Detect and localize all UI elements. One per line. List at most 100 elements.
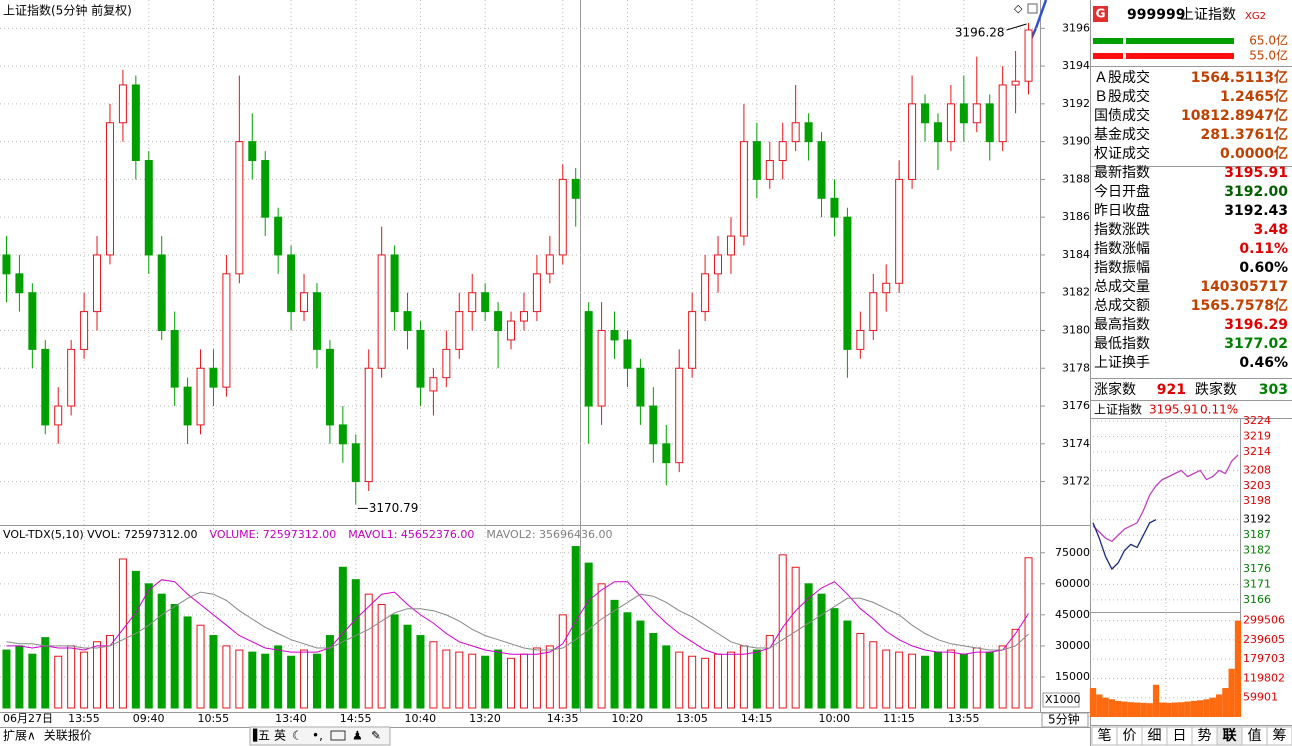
quote-value: 0.11% <box>1239 241 1288 257</box>
quote-value: 3196.29 <box>1224 317 1288 333</box>
mini-vol-tick: 59901 <box>1243 691 1278 704</box>
volume-bar <box>325 635 334 709</box>
tab-label[interactable]: 细 <box>1148 728 1162 744</box>
ime-tool[interactable]: ✎ <box>371 729 381 743</box>
candle-body <box>118 84 127 124</box>
quote-icon: G <box>1096 7 1106 21</box>
ime-lang[interactable]: 英 <box>274 729 286 743</box>
unit-label: X1000 <box>1045 693 1081 706</box>
volume-bar <box>1011 628 1020 709</box>
mini-y-tick: 3203 <box>1243 479 1271 492</box>
quote-label: 指数振幅 <box>1094 260 1150 276</box>
mini-volume <box>1133 702 1141 717</box>
candle-body <box>869 292 878 331</box>
ime-mode[interactable]: 五 <box>258 729 270 743</box>
icon-maximize[interactable] <box>1027 3 1038 14</box>
y-tick-label: 60000 <box>1055 577 1090 590</box>
toolbar-button[interactable]: 扩展∧ <box>3 729 36 743</box>
ime-moon[interactable]: ☾ <box>292 729 303 743</box>
candle-body <box>170 329 179 388</box>
ime-bar[interactable] <box>249 726 391 746</box>
candle-body <box>274 216 283 256</box>
candle-body <box>701 273 710 313</box>
volume-bar <box>933 651 942 709</box>
toolbar-button[interactable]: 关联报价 <box>44 728 92 743</box>
x-tick-label: 14:55 <box>340 712 372 725</box>
candle-body <box>351 443 360 483</box>
volume-bar <box>752 649 761 709</box>
quote-value: 3192.43 <box>1224 203 1288 219</box>
candle-body <box>1011 80 1020 86</box>
ime-skin[interactable]: ♟ <box>352 729 363 743</box>
mini-last: 3195.91 <box>1149 403 1199 417</box>
tab-label[interactable]: 筹 <box>1273 727 1287 744</box>
candle-body <box>675 367 684 464</box>
down-count: 303 <box>1259 382 1288 398</box>
candle-body <box>532 273 541 313</box>
candle-body <box>93 254 102 313</box>
candle-body <box>442 348 451 379</box>
volume-bar <box>959 653 968 709</box>
mini-volume <box>1228 668 1235 717</box>
volume-bar <box>908 653 917 709</box>
tab-label[interactable]: 值 <box>1248 728 1262 744</box>
quote-value: 0.60% <box>1239 260 1288 276</box>
annotation-arrow <box>1006 23 1027 31</box>
quote-label: 指数涨跌 <box>1094 222 1150 238</box>
volume-bar <box>701 657 710 709</box>
mini-volume <box>1215 694 1223 717</box>
mini-volume <box>1140 702 1147 717</box>
quote-value: 281.3761亿 <box>1200 126 1288 143</box>
volume-bar <box>571 546 580 709</box>
mini-volume <box>1146 703 1153 717</box>
mini-volume <box>1203 699 1210 717</box>
volume-bar <box>105 635 114 709</box>
candle-body <box>765 160 774 180</box>
tab-label[interactable]: 价 <box>1123 728 1137 744</box>
y-tick-label: 75000 <box>1055 546 1090 559</box>
candle-body <box>998 84 1007 143</box>
candle-body <box>287 254 296 313</box>
volume-bar <box>390 614 399 709</box>
volume-bar <box>235 649 244 709</box>
y-tick-label: 3188 <box>1062 172 1090 185</box>
quote-name: 上证指数 <box>1180 7 1236 23</box>
mini-y-tick: 3208 <box>1243 463 1271 476</box>
quote-value: 1.2465亿 <box>1220 88 1288 105</box>
up-label: 涨家数 <box>1094 381 1136 398</box>
ime-keyboard[interactable] <box>330 730 346 741</box>
volume-bar <box>222 645 231 709</box>
quote-value: 140305717 <box>1200 279 1288 295</box>
tab-label[interactable]: 势 <box>1198 728 1212 744</box>
candle-body <box>571 178 580 199</box>
mini-y-tick: 3187 <box>1243 528 1271 541</box>
candle-body <box>791 122 800 143</box>
volume-bar <box>274 645 283 709</box>
volume-bar <box>67 645 76 709</box>
ime-punct[interactable]: •, <box>312 729 323 743</box>
quote-label: 基金成交 <box>1094 126 1150 143</box>
tab-label[interactable]: 笔 <box>1098 728 1112 744</box>
quote-value: 3.48 <box>1253 222 1288 238</box>
mini-line <box>1092 519 1157 571</box>
tab[interactable] <box>1266 726 1292 746</box>
candle-body <box>80 311 89 350</box>
volume-bar <box>830 608 839 709</box>
volume-bar <box>519 653 528 709</box>
tab-label[interactable]: 联 <box>1223 728 1238 744</box>
tab-label[interactable]: 日 <box>1173 728 1187 744</box>
mini-vol-tick: 299506 <box>1243 614 1285 627</box>
x-tick-label: 10:00 <box>818 712 850 725</box>
x-tick-label: 14:35 <box>547 712 579 725</box>
x-tick-label: 13:55 <box>68 712 100 725</box>
period-label[interactable]: 5分钟 <box>1048 712 1080 727</box>
candle-body <box>196 367 205 426</box>
candle-body <box>933 122 942 143</box>
volume-bar <box>675 651 684 709</box>
volume-bar <box>403 624 412 709</box>
candle-body <box>338 424 347 445</box>
quote-value: 10812.8947亿 <box>1181 107 1288 124</box>
quote-value: 3195.91 <box>1224 165 1288 181</box>
period-box[interactable] <box>1041 712 1089 728</box>
volume-bar <box>144 583 153 709</box>
